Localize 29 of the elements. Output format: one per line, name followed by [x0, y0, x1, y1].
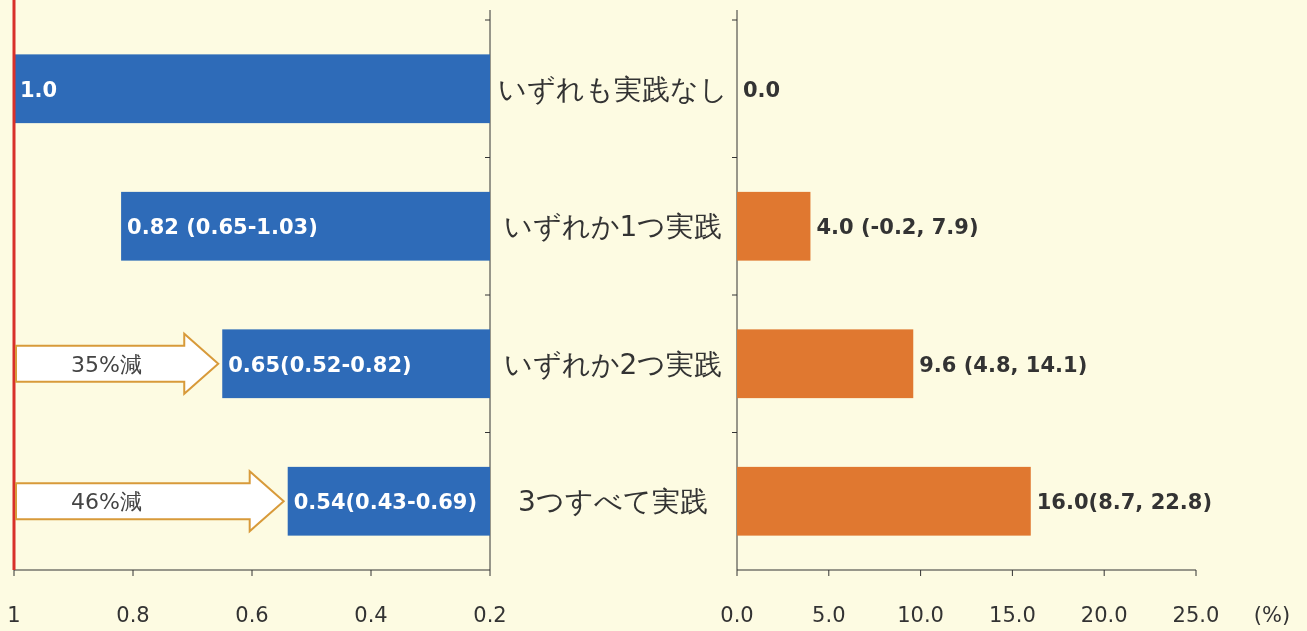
x-tick-label: 0.8 — [116, 603, 150, 627]
annotation: 46%減 — [71, 489, 142, 515]
data-label: 0.0 — [743, 77, 781, 102]
data-label: 0.65(0.52-0.82) — [228, 352, 412, 377]
x-tick-label: 0.2 — [473, 603, 507, 627]
x-tick-label: 15.0 — [989, 603, 1036, 627]
x-axis-title: (%) — [1253, 603, 1291, 627]
x-tick-label: 25.0 — [1172, 603, 1220, 627]
x-tick-label: 10.0 — [897, 603, 944, 627]
x-tick-label: 1 — [7, 603, 21, 627]
data-label: 0.82 (0.65-1.03) — [127, 215, 318, 240]
y-tick-label: いずれか2つ実践 — [503, 347, 723, 381]
bar — [737, 466, 1031, 536]
y-tick-label: 3つすべて実践 — [518, 485, 708, 519]
bar — [737, 329, 914, 399]
y-tick-label: いずれも実践なし — [498, 72, 728, 106]
x-tick-label: 0.6 — [235, 603, 269, 627]
data-label: 4.0 (-0.2, 7.9) — [816, 215, 979, 240]
data-label: 1.0 — [20, 77, 58, 102]
x-tick-label: 0.0 — [720, 603, 754, 627]
data-label: 0.54(0.43-0.69) — [293, 490, 478, 515]
data-label: 9.6 (4.8, 14.1) — [919, 352, 1088, 377]
x-tick-label: 20.0 — [1080, 603, 1128, 627]
x-tick-label: 5.0 — [812, 603, 846, 627]
annotation: 35%減 — [71, 351, 142, 377]
y-tick-label: いずれか1つ実践 — [503, 210, 723, 244]
data-label: 16.0(8.7, 22.8) — [1036, 490, 1213, 515]
x-tick-label: 0.4 — [354, 603, 388, 627]
bar — [737, 191, 811, 261]
